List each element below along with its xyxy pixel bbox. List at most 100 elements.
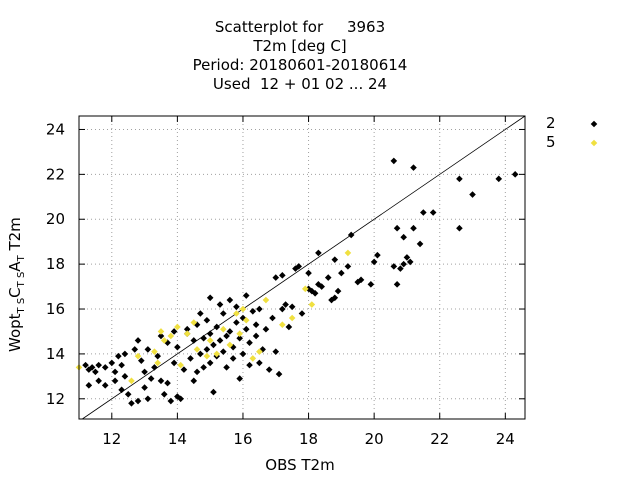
data-point-series-2-112 xyxy=(331,256,339,263)
data-point-series-2-97 xyxy=(285,323,293,331)
data-point-series-2-16 xyxy=(124,391,132,398)
data-point-series-5-20 xyxy=(239,305,247,313)
data-point-series-5-17 xyxy=(226,341,234,349)
data-point-series-2-26 xyxy=(147,375,155,382)
data-point-series-2-36 xyxy=(170,359,178,367)
data-point-series-2-137 xyxy=(456,224,463,232)
data-point-series-2-43 xyxy=(183,325,191,333)
data-point-series-5-23 xyxy=(256,348,263,355)
data-point-series-2-55 xyxy=(206,294,214,302)
data-point-series-2-17 xyxy=(128,399,135,407)
data-point-series-2-130 xyxy=(393,224,401,232)
data-point-series-2-14 xyxy=(111,377,119,385)
y-axis-label: WoptT SCT SAT T2m xyxy=(6,217,27,352)
data-point-series-2-25 xyxy=(144,395,152,403)
diagonal-line xyxy=(82,115,526,420)
data-point-series-5-12 xyxy=(193,346,201,353)
data-point-series-2-45 xyxy=(190,337,198,344)
data-point-series-2-109 xyxy=(324,274,332,281)
data-point-series-2-134 xyxy=(420,209,427,216)
data-point-series-2-37 xyxy=(170,328,178,335)
data-point-series-2-13 xyxy=(121,350,129,358)
data-point-series-2-33 xyxy=(167,397,175,405)
data-point-series-2-103 xyxy=(305,269,312,277)
data-point-series-2-3 xyxy=(92,368,99,376)
data-point-series-2-89 xyxy=(265,366,273,373)
data-point-series-2-64 xyxy=(219,348,227,355)
data-point-series-5-27 xyxy=(301,285,309,293)
data-point-series-5-6 xyxy=(160,337,168,344)
plot-frame xyxy=(78,115,526,420)
data-point-series-2-74 xyxy=(236,334,243,342)
axis-ticks: 12 14 16 18 20 22 24 12 14 16 18 20 22 24 xyxy=(46,116,525,448)
data-point-series-2-0 xyxy=(82,361,89,369)
data-point-series-2-107 xyxy=(315,249,322,257)
data-point-series-2-27 xyxy=(151,364,158,371)
data-point-series-2-123 xyxy=(393,281,401,288)
data-point-series-2-7 xyxy=(95,377,102,385)
data-point-series-2-4 xyxy=(95,361,102,369)
data-point-series-2-81 xyxy=(246,361,253,369)
data-point-series-5-3 xyxy=(151,348,158,355)
data-point-series-5-19 xyxy=(236,330,243,338)
data-point-series-5-25 xyxy=(279,321,286,329)
chart-title-line-4: Used 12 + 01 02 ... 24 xyxy=(212,75,388,93)
data-point-series-2-84 xyxy=(252,332,260,340)
x-tick-label-16: 16 xyxy=(233,430,252,448)
data-point-series-2-126 xyxy=(403,254,411,261)
data-point-series-5-14 xyxy=(206,337,214,344)
data-point-series-2-66 xyxy=(223,364,230,371)
series-5 xyxy=(75,249,352,385)
data-point-series-2-129 xyxy=(410,164,417,171)
data-point-series-2-30 xyxy=(157,377,165,385)
data-point-series-5-29 xyxy=(308,301,316,308)
data-point-series-2-24 xyxy=(141,384,148,391)
data-point-series-2-51 xyxy=(200,334,207,342)
data-point-series-2-29 xyxy=(154,352,162,360)
data-point-series-2-122 xyxy=(390,263,398,270)
data-point-series-5-13 xyxy=(203,352,211,360)
x-tick-label-22: 22 xyxy=(430,430,449,448)
data-point-series-2-95 xyxy=(279,305,286,313)
y-tick-label-16: 16 xyxy=(46,300,65,318)
data-point-series-5-16 xyxy=(219,325,227,333)
y-tick-label-14: 14 xyxy=(46,345,65,363)
data-point-series-2-60 xyxy=(213,323,221,331)
data-point-series-2-2 xyxy=(88,364,96,371)
y-tick-label-22: 22 xyxy=(46,165,65,183)
data-point-series-2-57 xyxy=(206,359,214,367)
data-point-series-2-138 xyxy=(469,191,476,198)
data-point-series-2-22 xyxy=(138,357,145,364)
data-point-series-2-117 xyxy=(354,278,362,286)
data-point-series-2-68 xyxy=(226,296,234,304)
data-point-series-2-96 xyxy=(282,301,289,308)
data-point-series-5-18 xyxy=(233,310,240,317)
x-tick-label-24: 24 xyxy=(496,430,515,448)
data-point-series-2-114 xyxy=(338,269,345,277)
data-point-series-2-119 xyxy=(367,281,375,288)
data-point-series-2-23 xyxy=(141,368,148,376)
data-point-series-2-41 xyxy=(180,366,188,373)
data-point-series-5-2 xyxy=(134,352,142,360)
data-point-series-2-69 xyxy=(226,328,234,335)
data-point-series-2-46 xyxy=(190,377,198,385)
data-point-series-2-82 xyxy=(249,307,257,315)
y-tick-label-24: 24 xyxy=(46,120,65,138)
x-tick-label-18: 18 xyxy=(299,430,318,448)
data-point-series-2-12 xyxy=(118,361,125,369)
data-point-series-2-76 xyxy=(239,314,247,322)
data-point-series-2-80 xyxy=(246,339,253,346)
grid-lines xyxy=(79,116,525,419)
data-point-series-2-136 xyxy=(456,175,463,183)
data-point-series-2-39 xyxy=(174,393,181,400)
data-point-series-2-21 xyxy=(134,337,142,344)
x-tick-label-12: 12 xyxy=(102,430,121,448)
data-point-series-2-90 xyxy=(269,314,276,322)
data-point-series-5-10 xyxy=(183,330,191,338)
legend-markers xyxy=(590,120,598,147)
data-point-series-2-67 xyxy=(223,332,230,340)
one-to-one-line xyxy=(82,115,526,420)
data-series xyxy=(75,157,519,407)
data-point-series-2-88 xyxy=(262,325,270,333)
data-point-series-2-101 xyxy=(298,310,306,317)
